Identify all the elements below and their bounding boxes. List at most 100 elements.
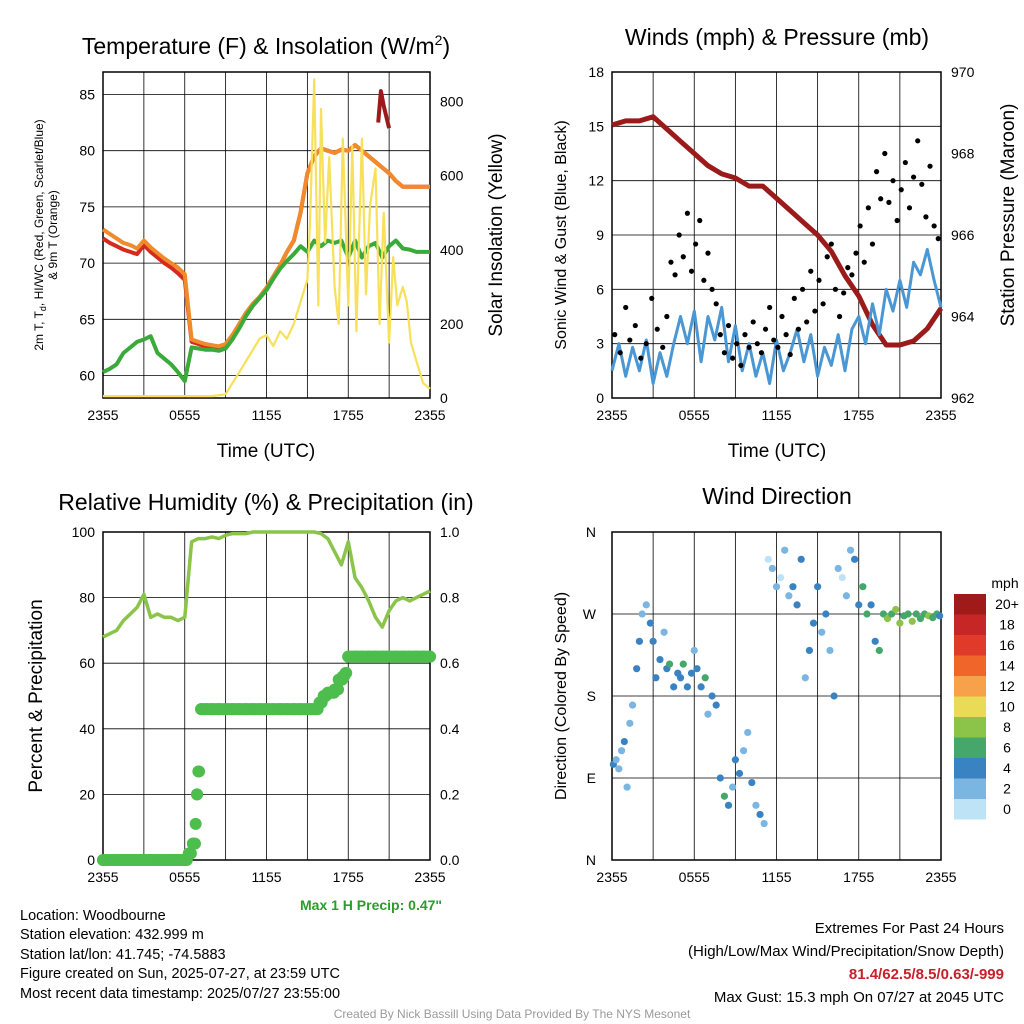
credit-line: Created By Nick Bassill Using Data Provi… — [333, 1007, 691, 1021]
wdir-title: Wind Direction — [702, 483, 852, 509]
wind-gust-point — [828, 241, 834, 247]
legend-label: 8 — [1003, 719, 1011, 735]
wdir-point — [830, 692, 838, 700]
legend-swatch — [954, 676, 986, 697]
wdir-xtick-label: 2355 — [925, 869, 956, 885]
rh-left-tick-label: 80 — [79, 590, 95, 606]
wdir-point — [623, 783, 631, 791]
wind-gust-point — [804, 319, 810, 325]
temp-left-tick-label: 60 — [79, 368, 95, 384]
info-elevation: Station elevation: 432.999 m — [20, 927, 204, 944]
wdir-point — [781, 546, 789, 554]
legend-label: 16 — [999, 637, 1015, 653]
info-recent: Most recent data timestamp: 2025/07/27 2… — [20, 985, 341, 1002]
legend-label: 10 — [999, 699, 1015, 715]
wdir-xtick-label: 1755 — [843, 869, 874, 885]
temp-ylabel-line2: & 9m T (Orange) — [46, 190, 60, 280]
extremes-box: Extremes For Past 24 Hours (High/Low/Max… — [688, 917, 1004, 1009]
wind-right-tick-label: 970 — [951, 64, 975, 80]
extremes-gust: Max Gust: 15.3 mph On 07/27 at 2045 UTC — [713, 989, 1004, 1006]
wind-gust-point — [750, 319, 756, 325]
wind-gust-point — [861, 259, 867, 265]
wdir-point — [626, 719, 634, 727]
legend-swatch — [954, 778, 986, 799]
temp-xlabel: Time (UTC) — [217, 441, 316, 462]
wind-ylabel: Sonic Wind & Gust (Blue, Black) — [553, 120, 570, 349]
wdir-point — [851, 555, 859, 563]
wind-gust-point — [816, 277, 822, 283]
wind-xlabel: Time (UTC) — [728, 441, 827, 462]
wind-gust-point — [824, 254, 830, 260]
wind-gust-point — [762, 326, 769, 332]
wdir-point — [679, 660, 687, 668]
wind-gust-point — [684, 210, 690, 216]
wdir-left-tick-label: W — [583, 606, 597, 622]
rh-xtick-label: 0555 — [169, 869, 200, 885]
wind-right-tick-label: 964 — [951, 309, 975, 325]
temp-left-tick-label: 65 — [79, 311, 95, 327]
wdir-point — [801, 674, 809, 682]
extremes-values: 81.4/62.5/8.5/0.63/-999 — [848, 966, 1004, 983]
temp-ylabel-sub: d — [38, 306, 48, 311]
wind-gust-point — [660, 344, 666, 350]
temp-title-sup: 2 — [435, 32, 443, 48]
wind-gust-point — [746, 344, 752, 350]
wind-gust-point — [898, 187, 904, 193]
wdir-point — [740, 747, 748, 755]
legend-label: 18 — [999, 617, 1015, 633]
wdir-point — [904, 610, 912, 618]
wind-xtick-label: 0555 — [679, 407, 710, 423]
wdir-point — [748, 778, 756, 787]
wind-xtick-label: 2355 — [596, 407, 627, 423]
rh-title: Relative Humidity (%) & Precipitation (i… — [58, 489, 473, 515]
temp-series-td — [102, 238, 430, 384]
rh-right-tick-label: 0.2 — [440, 786, 460, 802]
temp-right-tick-label: 0 — [440, 390, 448, 406]
wdir-point — [665, 660, 674, 668]
wdir-point — [704, 710, 712, 718]
wdir-point — [892, 605, 900, 614]
temp-left-tick-label: 85 — [79, 86, 95, 102]
wdir-point — [908, 617, 916, 625]
temp-left-tick-label: 75 — [79, 199, 95, 215]
legend-label: 4 — [1003, 760, 1011, 776]
wdir-point — [772, 583, 781, 591]
wdir-point — [633, 665, 641, 673]
wdir-point — [620, 737, 628, 746]
rh-left-tick-label: 60 — [79, 655, 95, 671]
wind-left-tick-label: 18 — [588, 64, 604, 80]
temp-xtick-label: 0555 — [169, 407, 200, 423]
temp-xtick-label: 2355 — [414, 407, 445, 423]
wind-gust-point — [902, 159, 908, 166]
wdir-point — [867, 601, 875, 609]
rh-left-tick-label: 0 — [87, 852, 95, 868]
rh-xtick-label: 2355 — [87, 869, 118, 885]
wind-gust-point — [795, 326, 802, 332]
wdir-point — [936, 612, 944, 620]
legend-label: 12 — [999, 678, 1015, 694]
legend-swatch — [954, 696, 986, 717]
wind-gust-point — [627, 337, 633, 343]
wind-gust-point — [853, 250, 859, 256]
wind-panel: 2355 0555 1155 1755 235503691215189629649669… — [553, 24, 1019, 462]
temp-right-tick-label: 600 — [440, 168, 464, 184]
wind-gust-point — [820, 301, 826, 307]
wind-gust-point — [668, 259, 674, 265]
wind-gust-point — [638, 355, 644, 361]
wind-gust-point — [882, 150, 888, 157]
wdir-point — [642, 601, 650, 609]
wind-gust-point — [612, 332, 618, 338]
wind-gust-point — [808, 268, 814, 274]
precip-point — [191, 788, 204, 801]
wdir-xtick-label: 0555 — [679, 869, 710, 885]
precip-point — [424, 650, 436, 663]
wdir-point — [859, 583, 867, 591]
temp-title-main: Temperature (F) & Insolation (W/m — [82, 33, 435, 59]
extremes-title: Extremes For Past 24 Hours — [814, 920, 1004, 937]
wind-y2label: Station Pressure (Maroon) — [998, 104, 1019, 327]
legend-swatch — [954, 758, 986, 779]
temp-ylabel-line1b: , HI/WC (Red, Green, Scarlet/Blue) — [32, 119, 46, 306]
station-info: Location: Woodbourne Station elevation: … — [20, 907, 340, 1004]
